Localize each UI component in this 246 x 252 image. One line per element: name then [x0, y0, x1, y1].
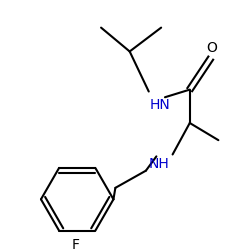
Text: O: O	[206, 41, 217, 55]
Text: F: F	[71, 237, 79, 251]
Text: NH: NH	[149, 157, 170, 171]
Text: HN: HN	[150, 98, 170, 112]
